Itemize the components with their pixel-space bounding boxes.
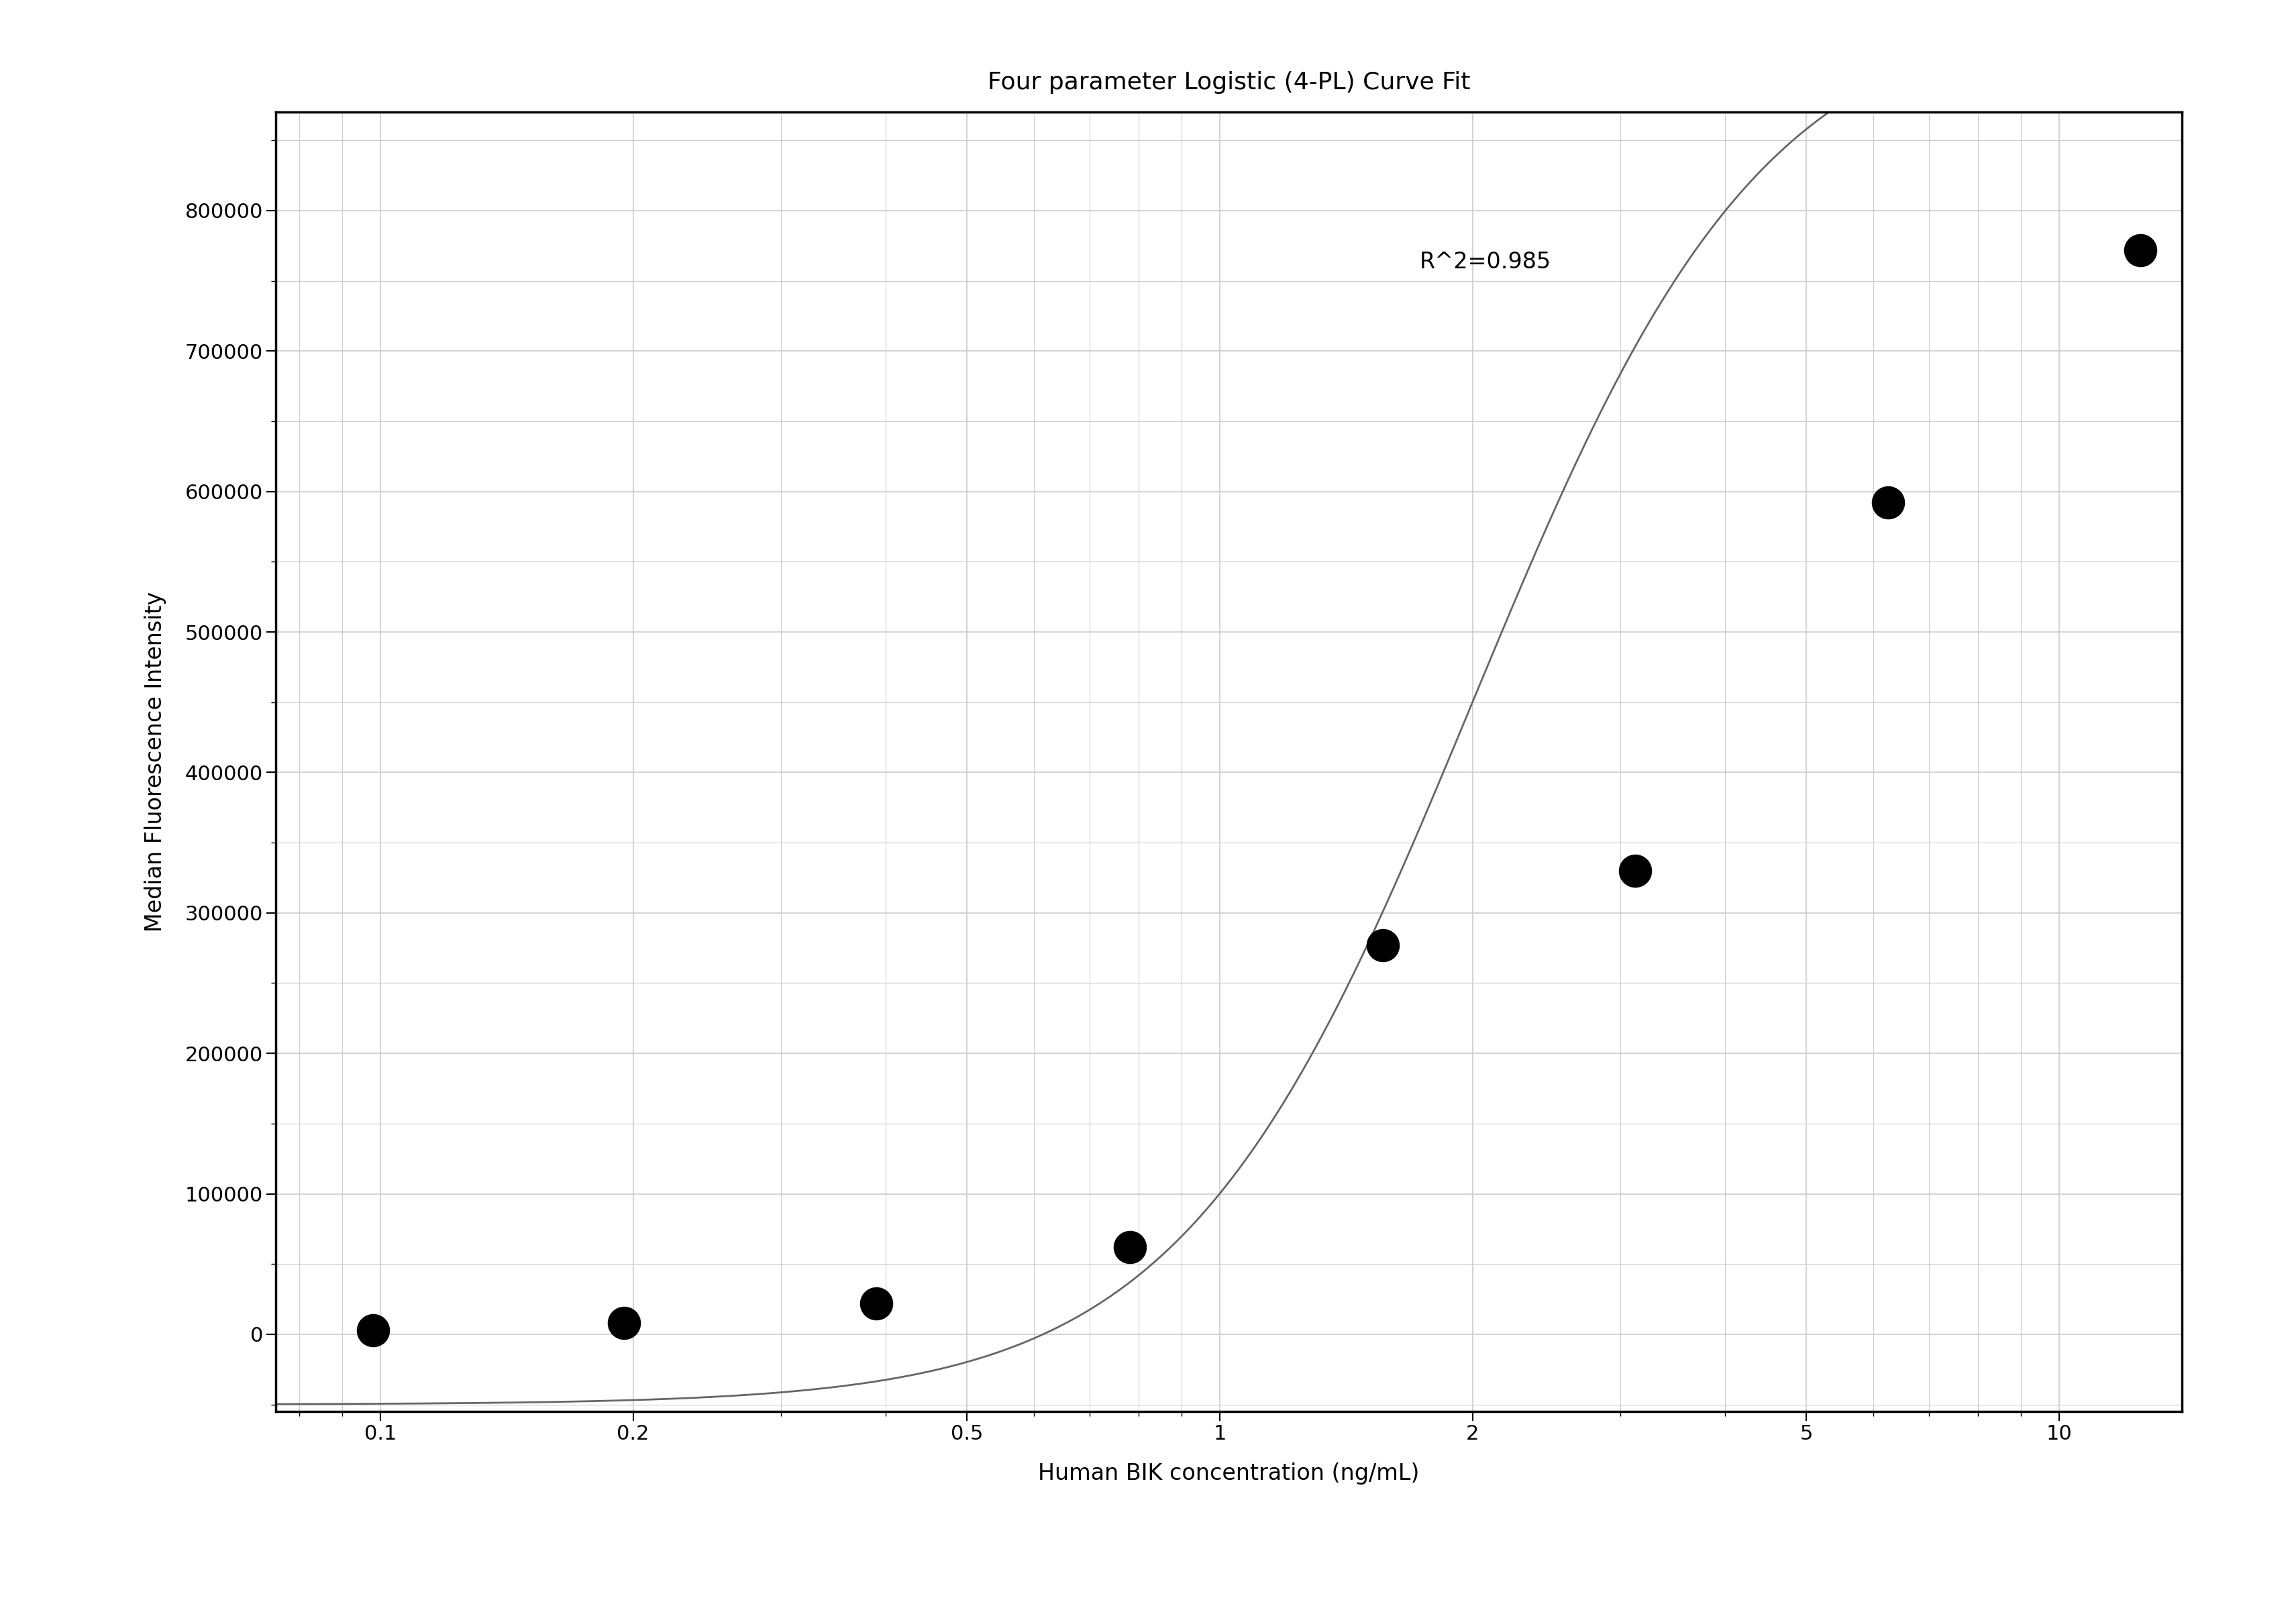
- Point: [354, 1317, 390, 1343]
- Point: [1364, 932, 1401, 958]
- Point: [859, 1291, 895, 1317]
- Point: [1111, 1235, 1148, 1261]
- X-axis label: Human BIK concentration (ng/mL): Human BIK concentration (ng/mL): [1038, 1463, 1419, 1484]
- Y-axis label: Median Fluorescence Intensity: Median Fluorescence Intensity: [145, 592, 165, 932]
- Point: [1869, 489, 1906, 515]
- Point: [1616, 858, 1653, 884]
- Text: R^2=0.985: R^2=0.985: [1419, 250, 1550, 273]
- Point: [2122, 237, 2158, 263]
- Title: Four parameter Logistic (4-PL) Curve Fit: Four parameter Logistic (4-PL) Curve Fit: [987, 71, 1469, 93]
- Point: [606, 1310, 643, 1336]
